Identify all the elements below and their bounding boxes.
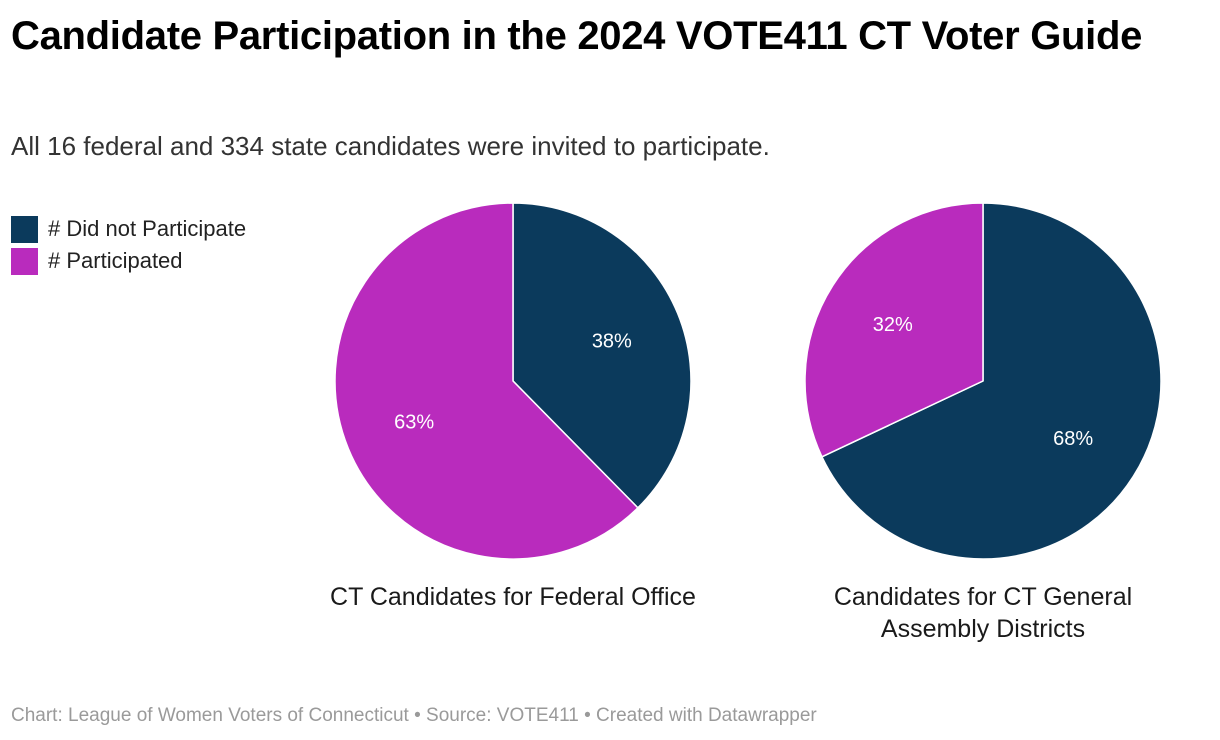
slice-value-label: 63% bbox=[394, 411, 434, 433]
chart-footer: Chart: League of Women Voters of Connect… bbox=[11, 705, 817, 726]
chart-title: Candidate Participation in the 2024 VOTE… bbox=[11, 14, 1143, 58]
pie-chart-title: CT Candidates for Federal Office bbox=[330, 583, 696, 611]
slice-value-label: 68% bbox=[1053, 428, 1093, 450]
pie-slice-participated bbox=[804, 202, 984, 458]
pie-slice-did-not-participate bbox=[821, 202, 1162, 560]
pie-slice-did-not-participate bbox=[512, 202, 692, 509]
pie-slice-participated bbox=[334, 202, 639, 560]
pie-chart-2: 68% 32% Candidates for CT General Assembly … bbox=[804, 202, 1162, 643]
legend-label-did-not-participate: # Did not Participate bbox=[48, 216, 247, 241]
pie-chart-title: Assembly Districts bbox=[881, 615, 1085, 643]
pie-chart-title: Candidates for CT General bbox=[834, 583, 1132, 611]
legend: # Did not Participate # Participated bbox=[11, 213, 246, 277]
pie-chart-1: 38% 63% CT Candidates for Federal Office bbox=[330, 202, 696, 611]
slice-value-label: 38% bbox=[592, 331, 632, 353]
legend-item-participated: # Participated bbox=[11, 245, 246, 277]
slice-value-label: 32% bbox=[873, 314, 913, 336]
legend-swatch-did-not-participate bbox=[11, 215, 38, 243]
legend-swatch-participated bbox=[11, 247, 38, 275]
chart-subtitle: All 16 federal and 334 state candidates … bbox=[11, 131, 770, 161]
legend-label-participated: # Participated bbox=[48, 248, 183, 273]
legend-item-did-not-participate: # Did not Participate bbox=[11, 213, 246, 245]
